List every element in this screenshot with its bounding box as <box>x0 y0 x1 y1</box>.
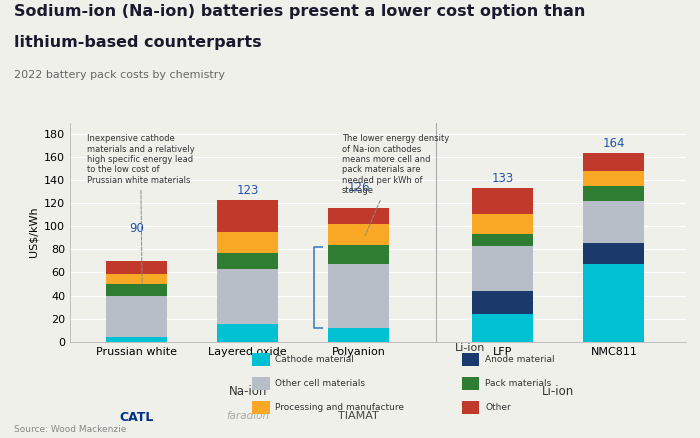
Bar <box>583 265 645 342</box>
Text: Pack materials: Pack materials <box>485 379 552 388</box>
Text: Inexpensive cathode
materials and a relatively
high specific energy lead
to the : Inexpensive cathode materials and a rela… <box>87 134 195 283</box>
Bar <box>106 274 167 284</box>
Bar <box>328 245 389 265</box>
Text: 164: 164 <box>603 137 625 150</box>
Bar <box>473 234 533 246</box>
Bar <box>473 314 533 342</box>
Text: Li-ion: Li-ion <box>542 385 575 399</box>
Text: Anode material: Anode material <box>485 355 554 364</box>
Bar <box>328 328 389 342</box>
Text: The lower energy density
of Na-ion cathodes
means more cell and
pack materials a: The lower energy density of Na-ion catho… <box>342 134 449 235</box>
Text: 2022 battery pack costs by chemistry: 2022 battery pack costs by chemistry <box>14 70 225 80</box>
Bar <box>473 214 533 234</box>
Bar <box>473 291 533 314</box>
Text: Sodium-ion (Na-ion) batteries present a lower cost option than: Sodium-ion (Na-ion) batteries present a … <box>14 4 585 19</box>
Text: Li-ion: Li-ion <box>455 343 485 353</box>
Text: Cathode material: Cathode material <box>275 355 354 364</box>
Bar <box>583 171 645 186</box>
Text: Other cell materials: Other cell materials <box>275 379 365 388</box>
Bar <box>583 201 645 243</box>
Bar <box>583 152 645 171</box>
Bar <box>328 265 389 328</box>
Bar <box>217 232 278 253</box>
Bar <box>473 246 533 291</box>
Bar <box>583 186 645 201</box>
Text: TIAMAT: TIAMAT <box>338 411 379 421</box>
Text: 123: 123 <box>237 184 259 197</box>
Bar <box>217 200 278 232</box>
Text: lithium-based counterparts: lithium-based counterparts <box>14 35 262 50</box>
Text: Other: Other <box>485 403 511 412</box>
Text: Source: Wood Mackenzie: Source: Wood Mackenzie <box>14 424 127 434</box>
Bar <box>583 243 645 265</box>
Bar <box>328 208 389 224</box>
Bar <box>217 325 278 342</box>
Text: 126: 126 <box>347 180 370 194</box>
Bar <box>217 253 278 269</box>
Bar <box>106 296 167 337</box>
Bar <box>106 261 167 274</box>
Y-axis label: US$/kWh: US$/kWh <box>29 207 38 258</box>
Text: faradion: faradion <box>226 411 269 421</box>
Text: Processing and manufacture: Processing and manufacture <box>275 403 404 412</box>
Text: 133: 133 <box>491 173 514 185</box>
Text: 90: 90 <box>130 222 144 235</box>
Text: CATL: CATL <box>120 411 154 424</box>
Text: Na-ion: Na-ion <box>228 385 267 399</box>
Bar <box>106 284 167 296</box>
Bar <box>328 224 389 245</box>
Bar <box>473 188 533 214</box>
Bar <box>217 269 278 325</box>
Bar <box>106 337 167 342</box>
